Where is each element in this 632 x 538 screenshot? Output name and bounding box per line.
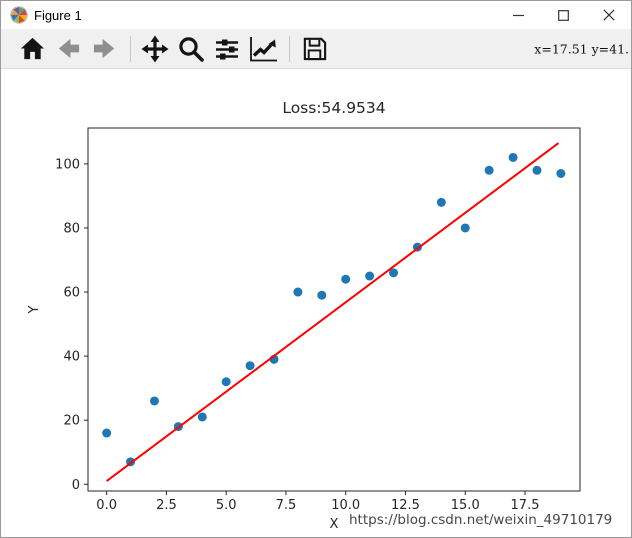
y-tick-label: 80	[63, 221, 80, 236]
customize-axes-button[interactable]	[246, 33, 280, 65]
x-tick-label: 2.5	[156, 498, 177, 513]
x-tick-label: 0.0	[96, 498, 117, 513]
forward-arrow-icon	[93, 38, 114, 59]
fit-line	[106, 142, 560, 482]
x-tick-label: 5.0	[216, 498, 237, 513]
minimize-icon	[513, 14, 524, 16]
forward-button[interactable]	[87, 33, 121, 65]
maximize-button[interactable]	[541, 1, 586, 29]
x-tick-label: 17.5	[511, 498, 540, 513]
line-chart-icon	[250, 36, 277, 61]
x-tick-label: 15.0	[451, 498, 480, 513]
close-icon	[602, 9, 615, 21]
watermark: https://blog.csdn.net/weixin_49710179	[349, 512, 612, 528]
scatter-point	[508, 152, 518, 162]
back-arrow-icon	[58, 38, 79, 59]
x-axis-label: X	[330, 517, 339, 532]
close-button[interactable]	[586, 1, 631, 29]
y-tick-label: 100	[55, 157, 80, 172]
y-tick-label: 20	[63, 414, 80, 429]
scatter-point	[245, 361, 255, 371]
scatter-point	[532, 165, 542, 175]
axes-frame	[87, 127, 581, 492]
scatter-point	[556, 168, 566, 178]
scatter-point	[293, 287, 303, 297]
scatter-point	[365, 271, 375, 281]
scatter-plot: 0.0 2.5 5.0 7.5 10.0 12.5 15.0 17.5 0 20 40 60 80 100…	[27, 99, 612, 532]
scatter-point	[484, 165, 494, 175]
home-icon	[20, 37, 44, 60]
toolbar-separator	[130, 35, 131, 62]
y-axis-label: Y	[27, 305, 42, 314]
scatter-point	[102, 428, 112, 438]
scatter-point	[389, 268, 399, 278]
home-button[interactable]	[15, 33, 49, 65]
cursor-position-readout: x=17.51 y=41.	[534, 41, 629, 56]
save-floppy-icon	[303, 37, 326, 61]
magnifier-icon	[179, 36, 204, 62]
y-tick-label: 0	[72, 478, 80, 493]
y-tick-label: 60	[63, 286, 80, 301]
scatter-point	[460, 223, 470, 233]
toolbar-separator	[289, 35, 290, 62]
sliders-icon	[216, 39, 238, 59]
pan-icon	[141, 35, 169, 62]
pan-button[interactable]	[138, 33, 172, 65]
scatter-point	[197, 412, 207, 422]
back-button[interactable]	[51, 33, 85, 65]
maximize-icon	[558, 9, 569, 21]
scatter-point	[149, 396, 159, 406]
scatter-point	[436, 197, 446, 207]
minimize-button[interactable]	[496, 1, 541, 29]
scatter-point	[341, 274, 351, 284]
navigation-toolbar: x=17.51 y=41.	[1, 29, 631, 69]
matplotlib-logo-icon	[10, 6, 28, 24]
y-tick-label: 40	[63, 350, 80, 365]
scatter-point	[317, 290, 327, 300]
title-bar: Figure 1	[1, 1, 631, 29]
configure-subplots-button[interactable]	[210, 33, 244, 65]
x-tick-label: 7.5	[276, 498, 297, 513]
window-title: Figure 1	[34, 7, 82, 23]
figure-canvas[interactable]: 0.0 2.5 5.0 7.5 10.0 12.5 15.0 17.5 0 20 40 60 80 100…	[1, 69, 631, 537]
chart-title: Loss:54.9534	[282, 99, 385, 117]
zoom-rect-button[interactable]	[174, 33, 208, 65]
scatter-point	[221, 377, 231, 387]
x-tick-label: 12.5	[391, 498, 420, 513]
x-tick-label: 10.0	[331, 498, 360, 513]
save-button[interactable]	[297, 33, 331, 65]
